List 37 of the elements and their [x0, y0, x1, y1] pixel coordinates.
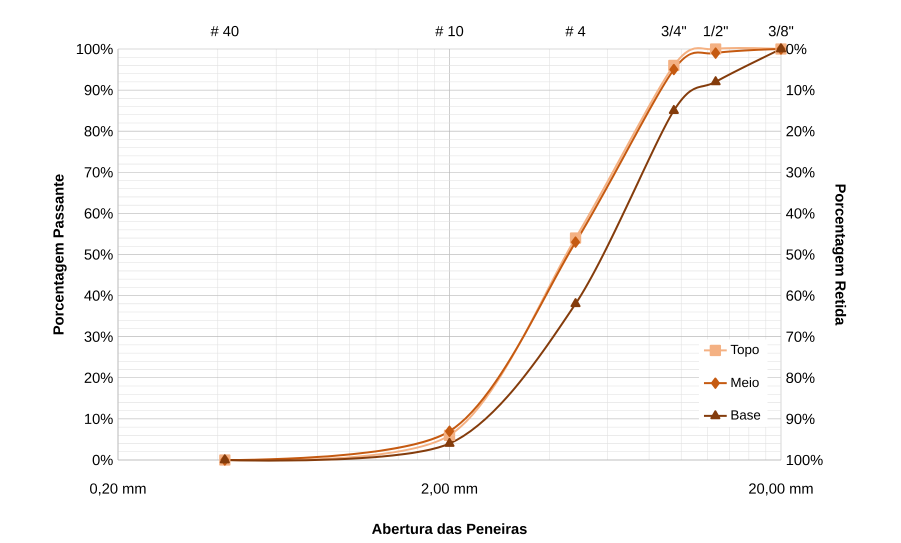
y2-tick-label: 20% [786, 126, 815, 136]
y-tick-label: 60% [84, 208, 113, 219]
x-tick-label: 0,20 mm [90, 483, 146, 496]
text: # 4 [565, 26, 586, 36]
legend-label: Meio [731, 377, 759, 388]
text: 3/8" [768, 26, 794, 36]
y-axis-title: Porcentagem Passante [53, 174, 67, 334]
y-tick-label: 80% [84, 126, 113, 136]
y2-tick-label: 80% [786, 372, 815, 383]
legend-label: Topo [730, 344, 759, 357]
y-tick-label: 100% [76, 44, 113, 54]
y2-tick-label: 90% [786, 414, 815, 424]
text: 1/2" [704, 26, 728, 36]
y2-tick-label: 70% [786, 332, 815, 342]
y2-axis-title: Porcentagem Retida [832, 184, 846, 326]
y2-tick-label: 50% [786, 249, 815, 260]
y-tick-label: 0% [92, 454, 113, 466]
y-tick-label: 90% [84, 84, 113, 96]
legend-label: Base [731, 410, 760, 420]
y-tick-label: 40% [84, 290, 113, 301]
y2-tick-label: 60% [786, 290, 815, 301]
y-tick-label: 50% [84, 249, 113, 260]
y2-tick-label: 0% [786, 44, 806, 54]
text: # 40 [210, 26, 238, 36]
y-tick-label: 30% [84, 332, 113, 342]
y2-tick-label: 40% [786, 208, 815, 219]
x-tick-label: 2,00 mm [422, 483, 478, 496]
x-tick-label: 20,00 mm [749, 483, 813, 496]
text: # 10 [435, 26, 464, 36]
x-axis-title: Abertura das Peneiras [372, 523, 527, 534]
y-tick-label: 10% [85, 414, 113, 424]
y2-tick-label: 30% [786, 167, 815, 178]
y-tick-label: 70% [84, 167, 113, 178]
y2-tick-label: 100% [786, 454, 823, 466]
y-tick-label: 20% [84, 372, 113, 383]
text: 3/4" [662, 26, 686, 36]
y2-tick-label: 10% [786, 84, 815, 96]
